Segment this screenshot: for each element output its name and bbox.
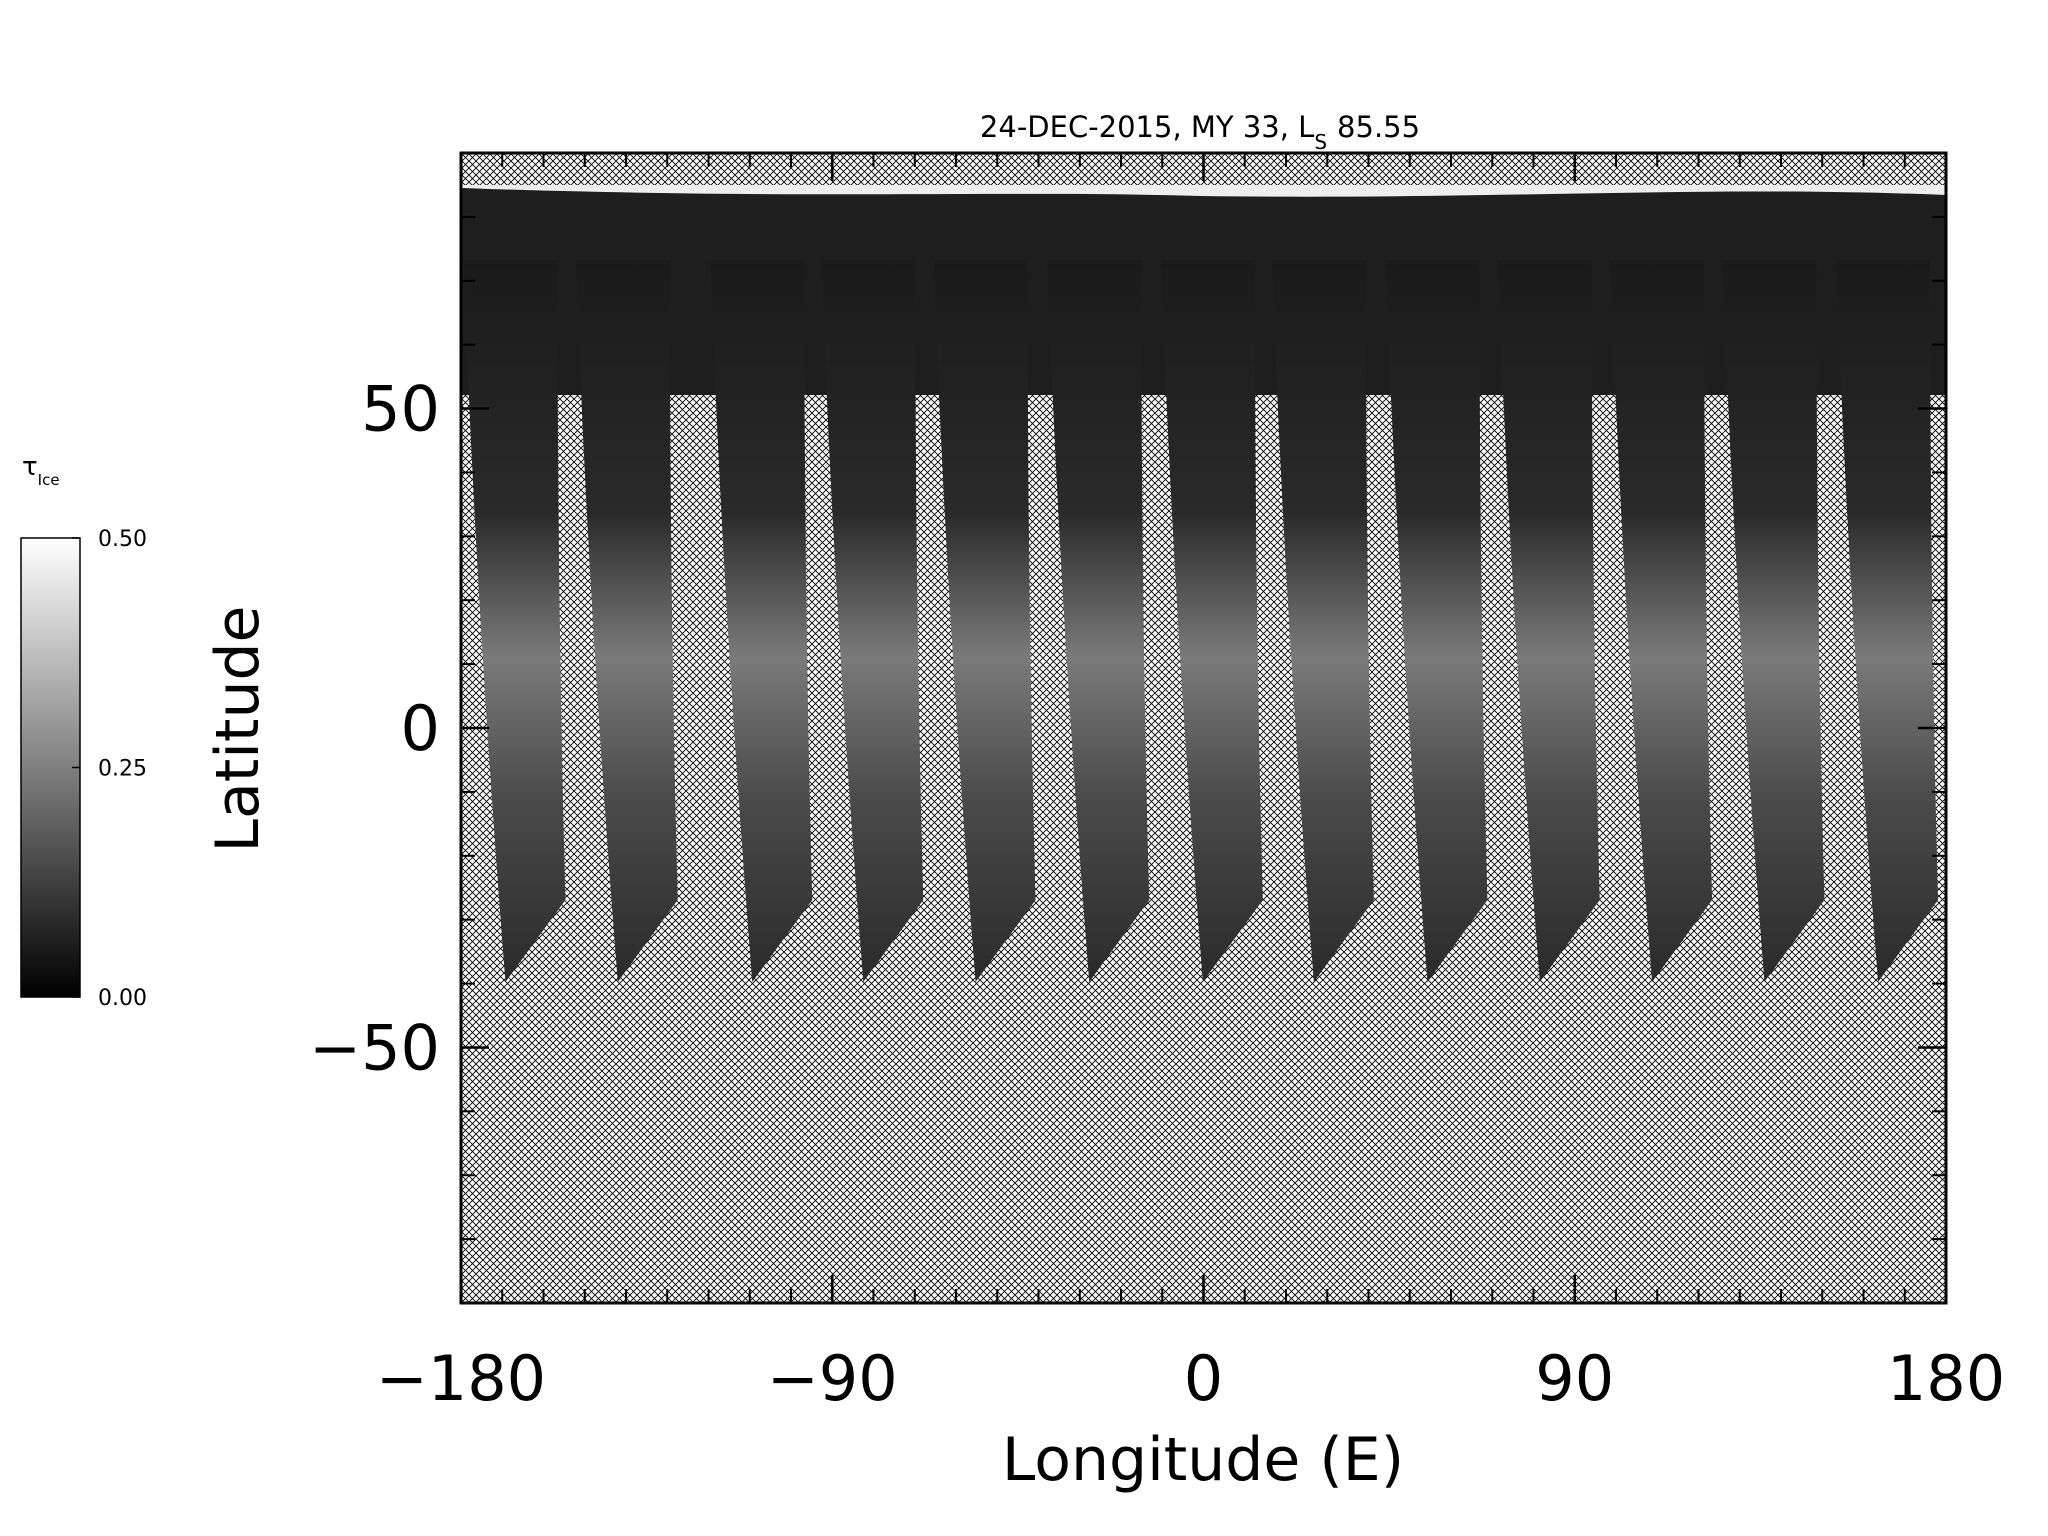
swath [1836, 260, 1939, 982]
swath [1722, 260, 1825, 982]
swath [710, 260, 813, 982]
swath [1610, 260, 1713, 982]
title-value: 85.55 [1337, 110, 1420, 144]
colorbar-tick-label: 0.00 [98, 986, 147, 1011]
y-tick-label: 50 [361, 373, 440, 446]
colorbar-symbol: τ [22, 452, 38, 482]
colorbar-label: τIce [22, 452, 60, 489]
title-main: 24-DEC-2015, MY 33, L [980, 110, 1314, 144]
swath [1047, 260, 1150, 982]
colorbar-subscript: Ice [38, 471, 60, 489]
y-axis-label: Latitude [203, 606, 273, 853]
swath [1497, 260, 1600, 982]
colorbar [20, 537, 81, 998]
swath [933, 260, 1036, 982]
x-tick-label: 180 [1887, 1342, 2005, 1415]
swath [821, 260, 924, 982]
swath [1160, 260, 1263, 982]
chart-title: 24-DEC-2015, MY 33, LS 85.55 [980, 110, 1420, 154]
colorbar-tick-label: 0.25 [98, 757, 147, 782]
colorbar-tick-label: 0.50 [98, 527, 147, 552]
x-tick-label: −180 [376, 1342, 546, 1415]
swaths [461, 185, 1946, 982]
swath [1385, 260, 1488, 982]
swath [463, 260, 566, 982]
y-tick-label: 0 [401, 692, 440, 765]
x-tick-label: 90 [1535, 1342, 1614, 1415]
swath [1271, 260, 1374, 982]
polar-cap [461, 185, 1946, 197]
y-tick-label: −50 [309, 1011, 440, 1084]
x-tick-label: −90 [767, 1342, 898, 1415]
x-axis-label: Longitude (E) [1002, 1425, 1404, 1495]
title-subscript: S [1314, 130, 1327, 154]
x-tick-label: 0 [1184, 1342, 1223, 1415]
swath [575, 260, 678, 982]
